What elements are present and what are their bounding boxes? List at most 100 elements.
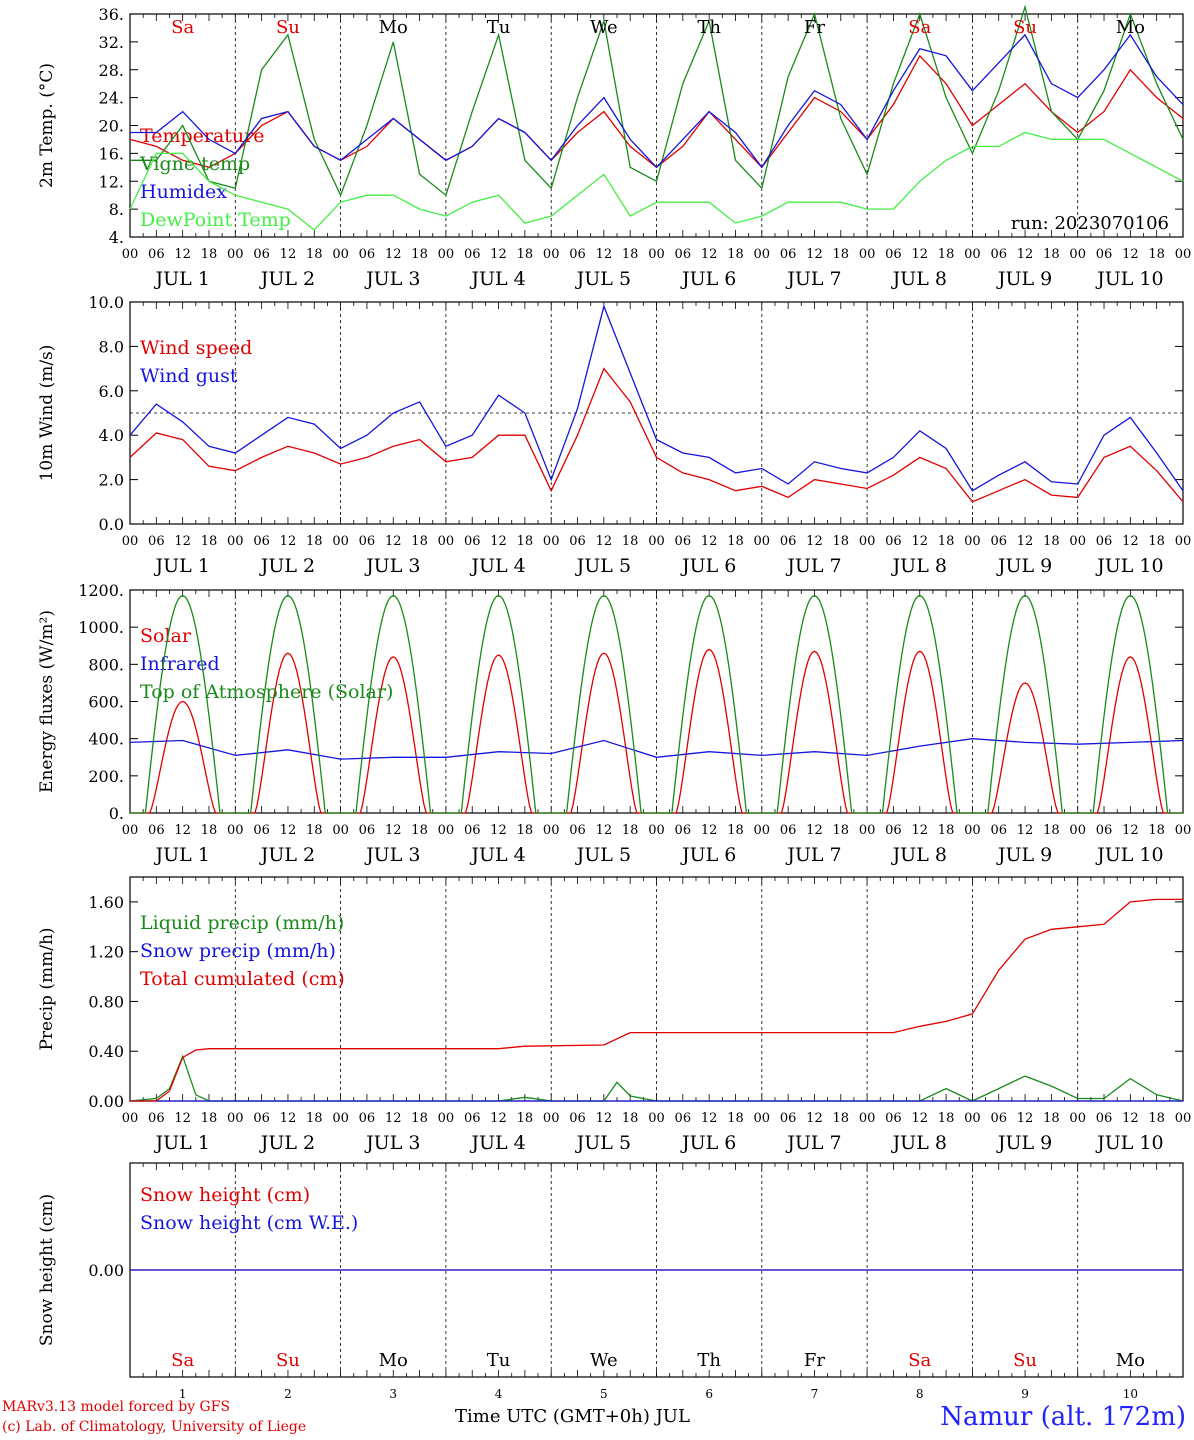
y-tick-label: 0.0 xyxy=(99,515,124,534)
hour-label: 00 xyxy=(754,1111,771,1126)
date-label: JUL 2 xyxy=(259,555,315,577)
hour-label: 12 xyxy=(1122,534,1139,549)
legend-entry: Snow height (cm W.E.) xyxy=(140,1212,358,1234)
day-number-label: 7 xyxy=(811,1387,819,1401)
hour-label: 00 xyxy=(1175,823,1192,838)
hour-label: 06 xyxy=(1096,823,1113,838)
hour-label: 00 xyxy=(1069,823,1086,838)
y-tick-label: 200. xyxy=(88,767,124,786)
hour-label: 00 xyxy=(227,534,244,549)
hour-label: 18 xyxy=(833,1111,850,1126)
legend-entry: Top of Atmosphere (Solar) xyxy=(140,681,393,703)
hour-label: 18 xyxy=(1043,247,1060,262)
hour-label: 18 xyxy=(306,534,323,549)
hour-label: 00 xyxy=(859,1111,876,1126)
hour-label: 06 xyxy=(464,1111,481,1126)
hour-label: 18 xyxy=(517,534,534,549)
hour-label: 00 xyxy=(332,534,349,549)
hour-label: 06 xyxy=(885,534,902,549)
hour-label: 06 xyxy=(253,1111,270,1126)
series-line-infrared xyxy=(129,738,1184,760)
y-tick-label: 2.0 xyxy=(99,471,124,490)
hour-label: 06 xyxy=(675,823,692,838)
hour-label: 00 xyxy=(754,823,771,838)
hour-label: 06 xyxy=(780,1111,797,1126)
hour-label: 18 xyxy=(411,823,428,838)
hour-label: 18 xyxy=(622,247,639,262)
hour-label: 12 xyxy=(280,823,297,838)
hour-label: 12 xyxy=(911,247,928,262)
hour-label: 12 xyxy=(174,247,191,262)
date-label: JUL 7 xyxy=(785,268,841,290)
hour-label: 12 xyxy=(1017,1111,1034,1126)
date-label: JUL 4 xyxy=(469,268,525,290)
panel-frame xyxy=(129,13,1184,238)
date-label: JUL 8 xyxy=(891,268,947,290)
hour-label: 00 xyxy=(438,247,455,262)
hour-label: 12 xyxy=(596,534,613,549)
hour-label: 18 xyxy=(833,534,850,549)
hour-label: 00 xyxy=(964,534,981,549)
hour-label: 06 xyxy=(569,247,586,262)
y-tick-label: 6.0 xyxy=(99,382,124,401)
y-tick-label: 8.0 xyxy=(99,337,124,356)
hour-label: 18 xyxy=(201,823,218,838)
hour-label: 12 xyxy=(701,823,718,838)
date-label: JUL 3 xyxy=(364,844,420,866)
day-number-label: 4 xyxy=(495,1387,503,1401)
day-number-label: 6 xyxy=(705,1387,713,1401)
day-number-label: 10 xyxy=(1123,1387,1138,1401)
hour-label: 00 xyxy=(438,823,455,838)
hour-label: 12 xyxy=(911,1111,928,1126)
hour-label: 18 xyxy=(1148,823,1165,838)
hour-label: 06 xyxy=(990,1111,1007,1126)
date-label: JUL 6 xyxy=(680,555,736,577)
hour-label: 12 xyxy=(1122,1111,1139,1126)
hour-label: 00 xyxy=(1175,534,1192,549)
model-credit: MARv3.13 model forced by GFS xyxy=(2,1399,231,1415)
hour-label: 18 xyxy=(938,1111,955,1126)
hour-label: 12 xyxy=(1122,247,1139,262)
hour-label: 12 xyxy=(280,534,297,549)
legend-entry: Infrared xyxy=(140,653,220,675)
date-label: JUL 6 xyxy=(680,1132,736,1154)
y-tick-label: 1.20 xyxy=(88,943,124,962)
hour-label: 18 xyxy=(306,247,323,262)
hour-label: 18 xyxy=(833,247,850,262)
hour-label: 00 xyxy=(122,1111,139,1126)
day-number-label: 3 xyxy=(389,1387,397,1401)
weekday-label: Sa xyxy=(171,17,194,38)
hour-label: 06 xyxy=(780,247,797,262)
hour-label: 00 xyxy=(754,247,771,262)
legend-entry: Snow precip (mm/h) xyxy=(140,940,336,962)
hour-label: 00 xyxy=(859,823,876,838)
y-axis-label: 2m Temp. (°C) xyxy=(37,63,57,188)
y-tick-label: 0.00 xyxy=(88,1261,124,1280)
series-line-wind-gust xyxy=(129,304,1184,492)
weekday-label: Sa xyxy=(171,1350,194,1371)
hour-label: 18 xyxy=(727,1111,744,1126)
hour-label: 00 xyxy=(648,1111,665,1126)
date-label: JUL 3 xyxy=(364,555,420,577)
hour-label: 00 xyxy=(543,534,560,549)
hour-label: 18 xyxy=(727,534,744,549)
date-label: JUL 5 xyxy=(575,268,631,290)
series-line-vigne-temp xyxy=(130,4,1184,197)
hour-label: 00 xyxy=(438,534,455,549)
hour-label: 06 xyxy=(569,534,586,549)
date-label: JUL 2 xyxy=(259,844,315,866)
legend-entry: Snow height (cm) xyxy=(140,1184,310,1206)
hour-label: 06 xyxy=(675,534,692,549)
hour-label: 12 xyxy=(596,247,613,262)
date-label: JUL 9 xyxy=(996,555,1052,577)
hour-label: 18 xyxy=(1043,823,1060,838)
legend-entry: Solar xyxy=(140,625,192,647)
series-line-liquid-precip-mm-h- xyxy=(129,1054,1184,1102)
series-line-total-cumulated-cm- xyxy=(130,898,1183,1102)
hour-label: 18 xyxy=(1148,1111,1165,1126)
y-axis-label: 10m Wind (m/s) xyxy=(37,345,57,482)
weekday-label: We xyxy=(590,17,618,38)
hour-label: 06 xyxy=(359,247,376,262)
hour-label: 18 xyxy=(517,247,534,262)
y-tick-label: 16. xyxy=(99,144,124,163)
